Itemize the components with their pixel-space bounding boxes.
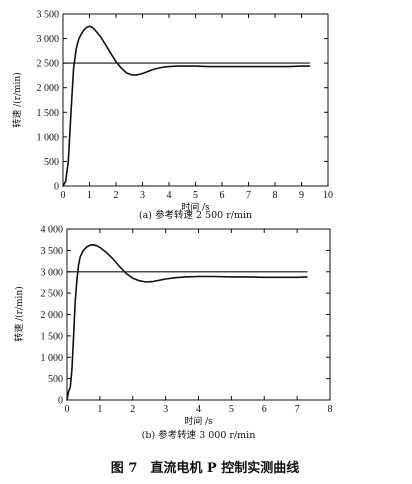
x-tick-label: 5: [193, 190, 198, 201]
x-tick-label: 0: [61, 190, 66, 201]
y-tick-label: 3 000: [41, 267, 64, 278]
x-tick-label: 4: [196, 404, 201, 415]
y-tick-label: 2 500: [37, 59, 60, 70]
chart-panel-a: 0 1 2 3 4 5 6 7 8 9 10 0 500 1 000 1 500 2 000 2 500 3 00…: [11, 10, 333, 222]
y-axis-label: 转速 /(r/min): [11, 72, 23, 127]
x-tick-label: 3: [140, 190, 145, 201]
y-tick-label: 1 500: [37, 108, 60, 119]
x-axis-label: 时间 /s: [184, 415, 213, 427]
y-tick-label: 2 000: [37, 83, 60, 94]
response-curve: [66, 244, 308, 401]
x-tick-label: 0: [65, 404, 70, 415]
y-tick-label: 3 000: [37, 34, 60, 45]
subplot-caption: (a) 参考转速 2 500 r/min: [139, 209, 252, 221]
y-tick-label: 1 000: [37, 132, 60, 143]
x-tick-label: 9: [299, 190, 304, 201]
x-axis-label: 时间 /s: [181, 201, 210, 213]
y-tick-label: 3 500: [41, 246, 64, 257]
y-axis-label: 转速 /(r/min): [13, 286, 25, 341]
y-tick-label: 500: [48, 374, 63, 385]
x-tick-label: 6: [262, 404, 267, 415]
figure-caption: 图 7 直流电机 P 控制实测曲线: [111, 460, 299, 476]
y-tick-label: 3 500: [37, 10, 60, 21]
y-tick-label: 2 000: [41, 310, 64, 321]
x-tick-label: 4: [167, 190, 172, 201]
x-tick-label: 8: [328, 404, 333, 415]
plot-frame: [66, 228, 331, 401]
x-tick-label: 1: [87, 190, 92, 201]
y-tick-label: 1 000: [41, 353, 64, 364]
y-tick-label: 0: [54, 182, 59, 193]
x-tick-label: 6: [220, 190, 225, 201]
y-tick-label: 2 500: [41, 289, 64, 300]
x-tick-label: 2: [130, 404, 135, 415]
x-tick-label: 1: [97, 404, 102, 415]
response-curve: [62, 25, 311, 187]
y-tick-label: 1 500: [41, 331, 64, 342]
x-tick-label: 2: [114, 190, 119, 201]
subplot-caption: (b) 参考转速 3 000 r/min: [142, 429, 256, 441]
x-tick-label: 7: [295, 404, 300, 415]
x-tick-label: 8: [273, 190, 278, 201]
x-tick-label: 3: [163, 404, 168, 415]
y-tick-label: 500: [44, 157, 59, 168]
x-tick-label: 10: [323, 190, 333, 201]
y-tick-label: 4 000: [41, 225, 64, 236]
y-tick-label: 0: [58, 396, 63, 407]
x-tick-label: 7: [246, 190, 251, 201]
x-tick-label: 5: [229, 404, 234, 415]
chart-panel-b: 0 1 2 3 4 5 6 7 8 0 500 1 000 1 500 2 000 2 500 3 000 3 …: [13, 225, 333, 442]
